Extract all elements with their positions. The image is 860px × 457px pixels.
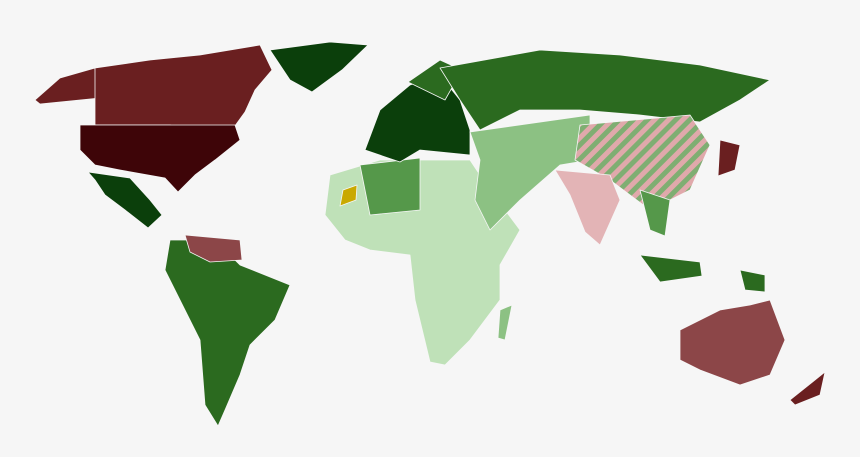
region-southeast-asia[interactable] [639,189,671,237]
region-south-america[interactable] [164,239,291,427]
region-north-africa[interactable] [359,157,421,216]
region-japan[interactable] [717,139,741,177]
region-venezuela-guyana[interactable] [184,234,243,263]
region-indonesia[interactable] [639,254,703,283]
region-new-zealand[interactable] [789,371,826,406]
region-russia[interactable] [439,49,771,131]
region-mexico-central-america[interactable] [87,171,163,229]
region-usa[interactable] [79,124,241,193]
region-western-sahara[interactable] [339,184,358,207]
region-papua-new-guinea[interactable] [739,269,766,293]
region-alaska[interactable] [34,67,101,105]
region-australia[interactable] [679,299,786,386]
region-madagascar[interactable] [497,304,513,341]
region-india[interactable] [554,169,621,246]
region-greenland[interactable] [269,41,369,93]
